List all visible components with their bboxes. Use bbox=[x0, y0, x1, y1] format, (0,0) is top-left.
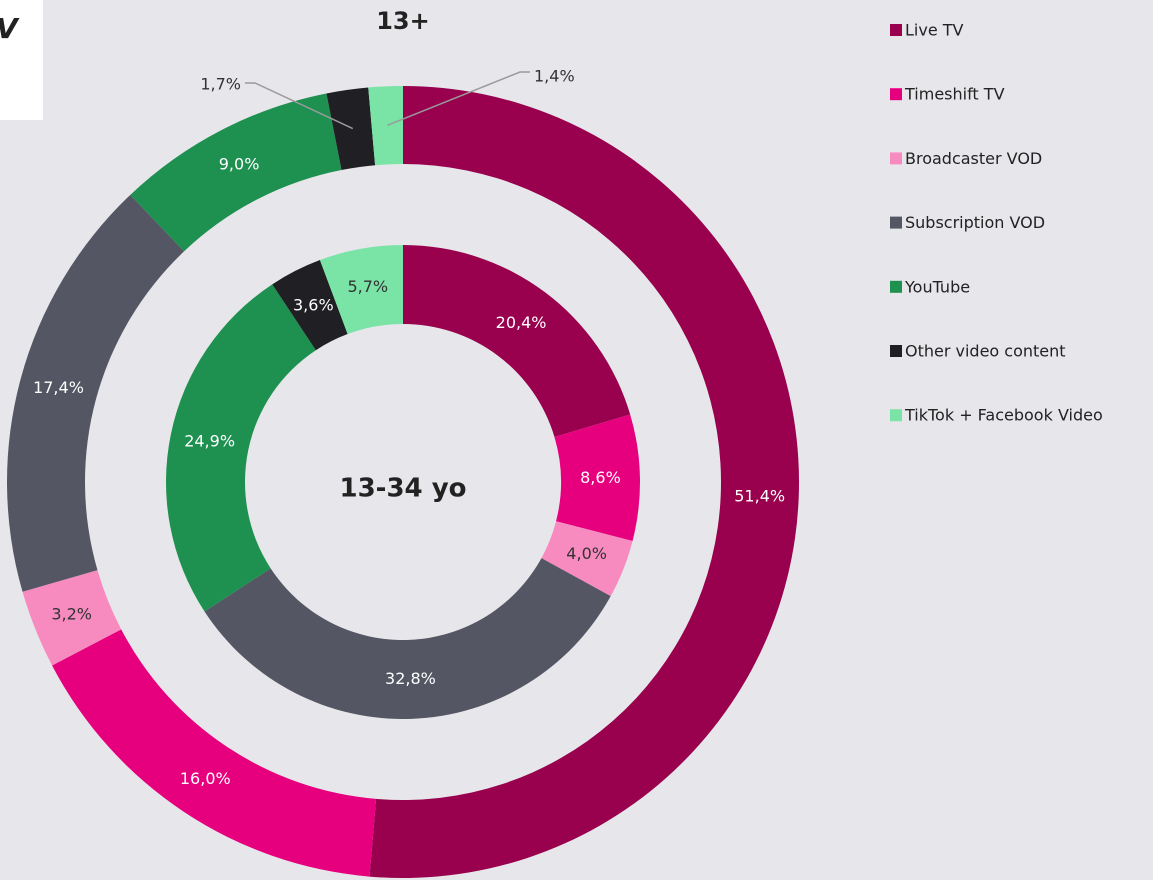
donut-slice bbox=[130, 93, 342, 252]
leader-line bbox=[245, 82, 354, 130]
legend-swatch bbox=[890, 280, 902, 293]
corner-text: V bbox=[0, 12, 20, 45]
data-label: 17,4% bbox=[33, 378, 84, 397]
donut-slice bbox=[52, 629, 377, 877]
legend-swatch bbox=[890, 88, 902, 101]
legend-label: Other video content bbox=[905, 342, 1066, 361]
donut-slice bbox=[319, 245, 403, 335]
data-label: 8,6% bbox=[580, 468, 621, 487]
legend-swatch bbox=[890, 216, 902, 229]
donut-slice bbox=[368, 86, 403, 166]
data-label: 3,6% bbox=[293, 296, 334, 315]
legend-label: YouTube bbox=[904, 277, 970, 296]
data-label: 24,9% bbox=[184, 431, 235, 450]
leader-line bbox=[387, 71, 530, 127]
donut-slice bbox=[541, 521, 633, 597]
data-label: 16,0% bbox=[180, 769, 231, 788]
data-label: 5,7% bbox=[347, 277, 388, 296]
legend-label: TikTok + Facebook Video bbox=[904, 406, 1103, 425]
legend-swatch bbox=[890, 152, 902, 165]
legend-swatch bbox=[890, 409, 902, 422]
legend-swatch bbox=[890, 24, 902, 36]
data-label: 9,0% bbox=[219, 154, 260, 173]
legend-label: Subscription VOD bbox=[905, 213, 1045, 232]
legend-label: Live TV bbox=[905, 21, 964, 40]
data-label: 4,0% bbox=[566, 544, 607, 563]
donut-slice bbox=[369, 86, 800, 879]
data-label: 51,4% bbox=[734, 487, 785, 506]
outer-ring-title: 13+ bbox=[376, 7, 430, 35]
donut-slice bbox=[22, 570, 122, 666]
data-label: 3,2% bbox=[51, 604, 92, 623]
inner-ring-title: 13-34 yo bbox=[339, 474, 466, 504]
data-label: 20,4% bbox=[496, 313, 547, 332]
donut-slice bbox=[7, 194, 185, 592]
data-label: 1,4% bbox=[534, 67, 575, 86]
legend-label: Timeshift TV bbox=[904, 85, 1005, 104]
donut-slice bbox=[554, 414, 640, 541]
data-label: 1,7% bbox=[200, 75, 241, 94]
donut-slice bbox=[204, 558, 611, 719]
donut-slice bbox=[403, 245, 631, 437]
legend-swatch bbox=[890, 345, 902, 357]
legend-label: Broadcaster VOD bbox=[905, 149, 1042, 168]
corner-box bbox=[0, 0, 43, 120]
donut-slice bbox=[165, 284, 316, 612]
data-label: 32,8% bbox=[385, 669, 436, 688]
donut-slice bbox=[272, 260, 348, 351]
donut-slice bbox=[326, 87, 376, 171]
